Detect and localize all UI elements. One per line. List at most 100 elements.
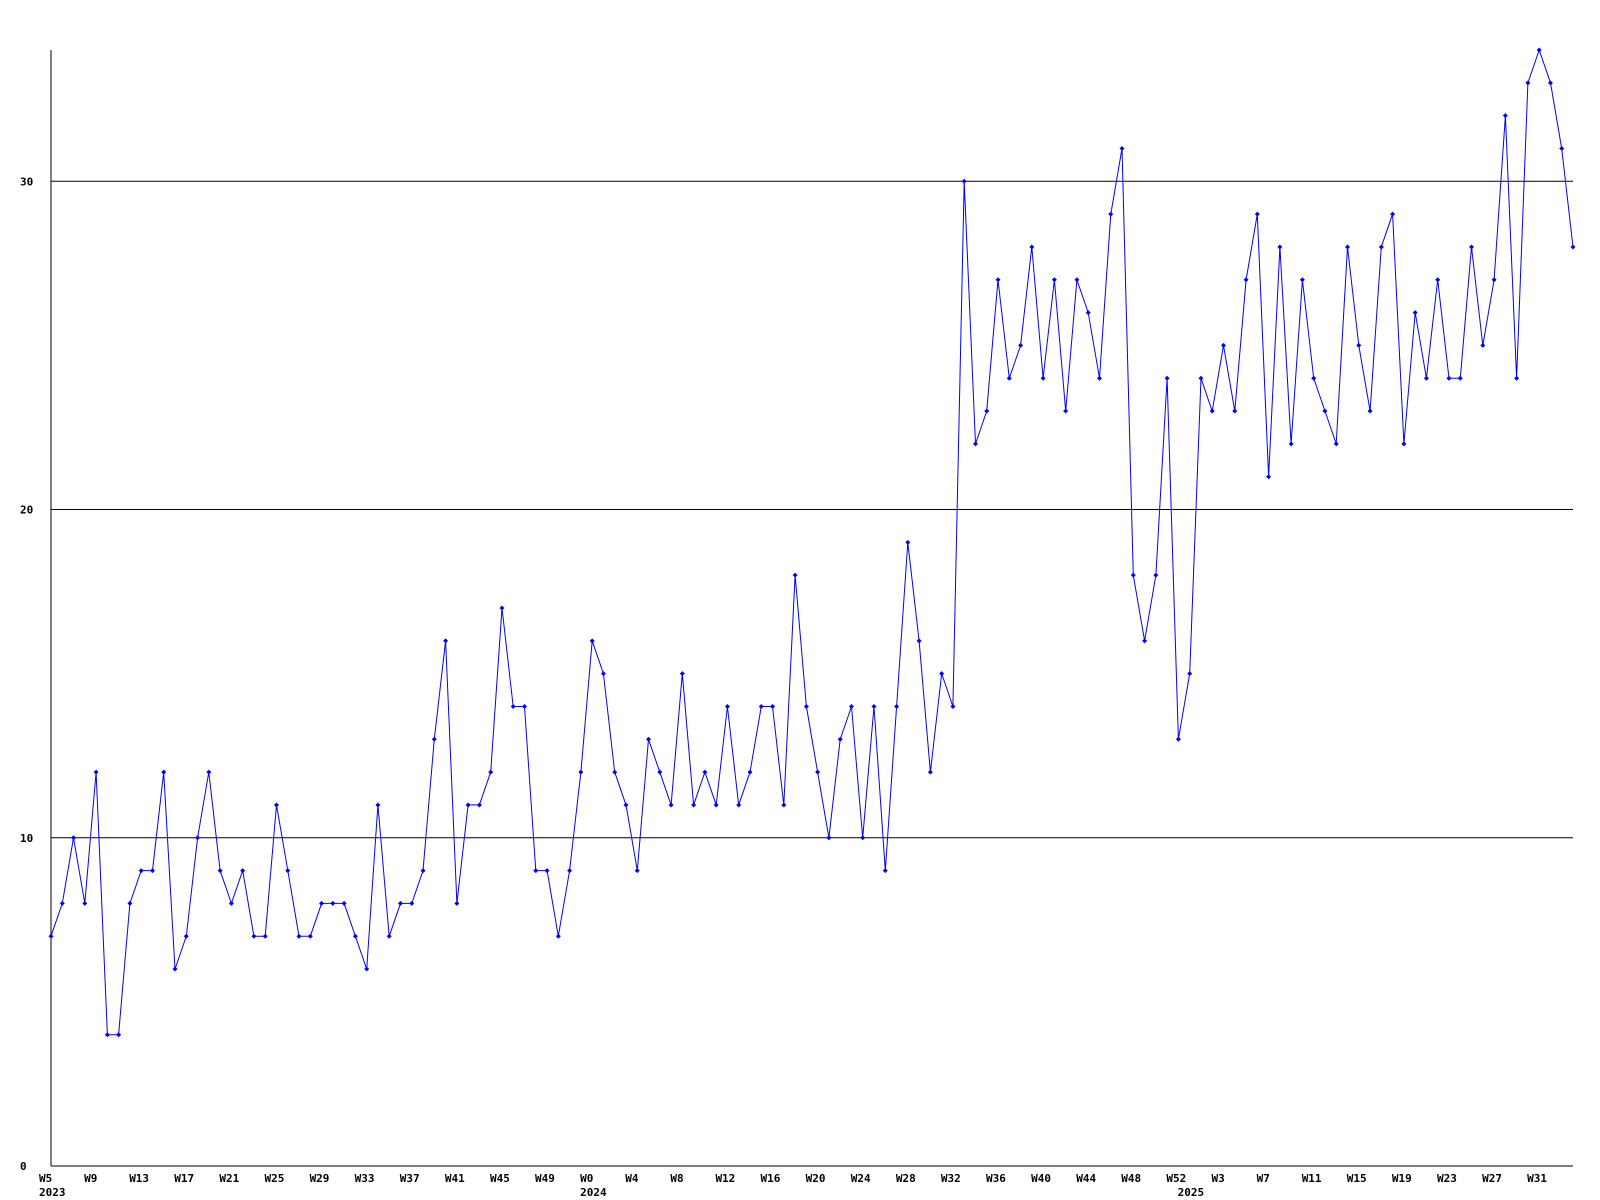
- data-point: [961, 178, 967, 184]
- data-point: [1164, 375, 1170, 381]
- x-tick-label: W45: [490, 1172, 510, 1185]
- data-point: [172, 966, 178, 972]
- x-year-label: 2025: [1178, 1186, 1205, 1199]
- data-point: [1367, 408, 1373, 414]
- data-point: [713, 802, 719, 808]
- data-point: [431, 736, 437, 742]
- data-point: [1119, 145, 1125, 151]
- x-tick-label: W44: [1076, 1172, 1096, 1185]
- y-tick-label: 20: [20, 504, 33, 517]
- data-point: [770, 703, 776, 709]
- data-point: [228, 900, 234, 906]
- data-point: [1356, 342, 1362, 348]
- data-point: [183, 933, 189, 939]
- data-point: [803, 703, 809, 709]
- data-point: [330, 900, 336, 906]
- data-point: [1051, 277, 1057, 283]
- x-tick-label: W36: [986, 1172, 1006, 1185]
- x-tick-label: W24: [851, 1172, 871, 1185]
- data-point: [1277, 244, 1283, 250]
- x-tick-label: W37: [400, 1172, 420, 1185]
- x-tick-label: W48: [1121, 1172, 1141, 1185]
- data-point: [59, 900, 65, 906]
- x-tick-label: W31: [1527, 1172, 1547, 1185]
- data-point: [1401, 441, 1407, 447]
- data-point: [364, 966, 370, 972]
- data-point: [860, 835, 866, 841]
- x-tick-label: W17: [174, 1172, 194, 1185]
- data-point: [939, 671, 945, 677]
- x-tick-label: W33: [355, 1172, 375, 1185]
- data-point: [1029, 244, 1035, 250]
- data-point: [1469, 244, 1475, 250]
- data-point: [781, 802, 787, 808]
- data-point: [1514, 375, 1520, 381]
- x-tick-label: W25: [264, 1172, 284, 1185]
- x-tick-label: W20: [806, 1172, 826, 1185]
- x-tick-label: W23: [1437, 1172, 1457, 1185]
- data-point: [149, 868, 155, 874]
- data-point: [1502, 113, 1508, 119]
- x-tick-label: W11: [1302, 1172, 1322, 1185]
- data-point: [894, 703, 900, 709]
- data-point: [984, 408, 990, 414]
- data-point: [1288, 441, 1294, 447]
- data-point: [386, 933, 392, 939]
- data-point: [397, 900, 403, 906]
- data-point: [1457, 375, 1463, 381]
- data-point: [1232, 408, 1238, 414]
- data-point: [1536, 47, 1542, 53]
- data-point: [1345, 244, 1351, 250]
- data-point: [1333, 441, 1339, 447]
- data-point: [815, 769, 821, 775]
- data-point: [1266, 474, 1272, 480]
- data-point: [127, 900, 133, 906]
- data-point: [1390, 211, 1396, 217]
- data-point: [882, 868, 888, 874]
- data-point: [1446, 375, 1452, 381]
- data-point: [251, 933, 257, 939]
- data-point: [1525, 80, 1531, 86]
- data-point: [273, 802, 279, 808]
- data-point: [285, 868, 291, 874]
- data-point: [499, 605, 505, 611]
- data-point: [950, 703, 956, 709]
- data-point: [510, 703, 516, 709]
- data-point: [82, 900, 88, 906]
- data-point: [522, 703, 528, 709]
- data-point: [927, 769, 933, 775]
- data-point: [1153, 572, 1159, 578]
- data-point: [1040, 375, 1046, 381]
- data-point: [871, 703, 877, 709]
- data-point: [668, 802, 674, 808]
- x-tick-label: W13: [129, 1172, 149, 1185]
- data-point: [1243, 277, 1249, 283]
- data-point: [702, 769, 708, 775]
- x-tick-label: W29: [310, 1172, 330, 1185]
- data-point: [307, 933, 313, 939]
- x-tick-label: W16: [761, 1172, 781, 1185]
- data-point: [612, 769, 618, 775]
- y-tick-label: 30: [20, 175, 33, 188]
- data-point: [578, 769, 584, 775]
- x-tick-label: W12: [715, 1172, 735, 1185]
- data-point: [600, 671, 606, 677]
- data-point: [1063, 408, 1069, 414]
- x-tick-label: W28: [896, 1172, 916, 1185]
- data-point: [826, 835, 832, 841]
- data-point: [341, 900, 347, 906]
- data-point: [657, 769, 663, 775]
- data-point: [1018, 342, 1024, 348]
- data-point: [837, 736, 843, 742]
- data-point: [1175, 736, 1181, 742]
- x-tick-label: W7: [1257, 1172, 1270, 1185]
- data-point: [1198, 375, 1204, 381]
- data-point: [454, 900, 460, 906]
- data-point: [1108, 211, 1114, 217]
- data-point: [1074, 277, 1080, 283]
- data-point: [1085, 310, 1091, 316]
- data-point: [161, 769, 167, 775]
- x-tick-label: W52: [1166, 1172, 1186, 1185]
- data-point: [1311, 375, 1317, 381]
